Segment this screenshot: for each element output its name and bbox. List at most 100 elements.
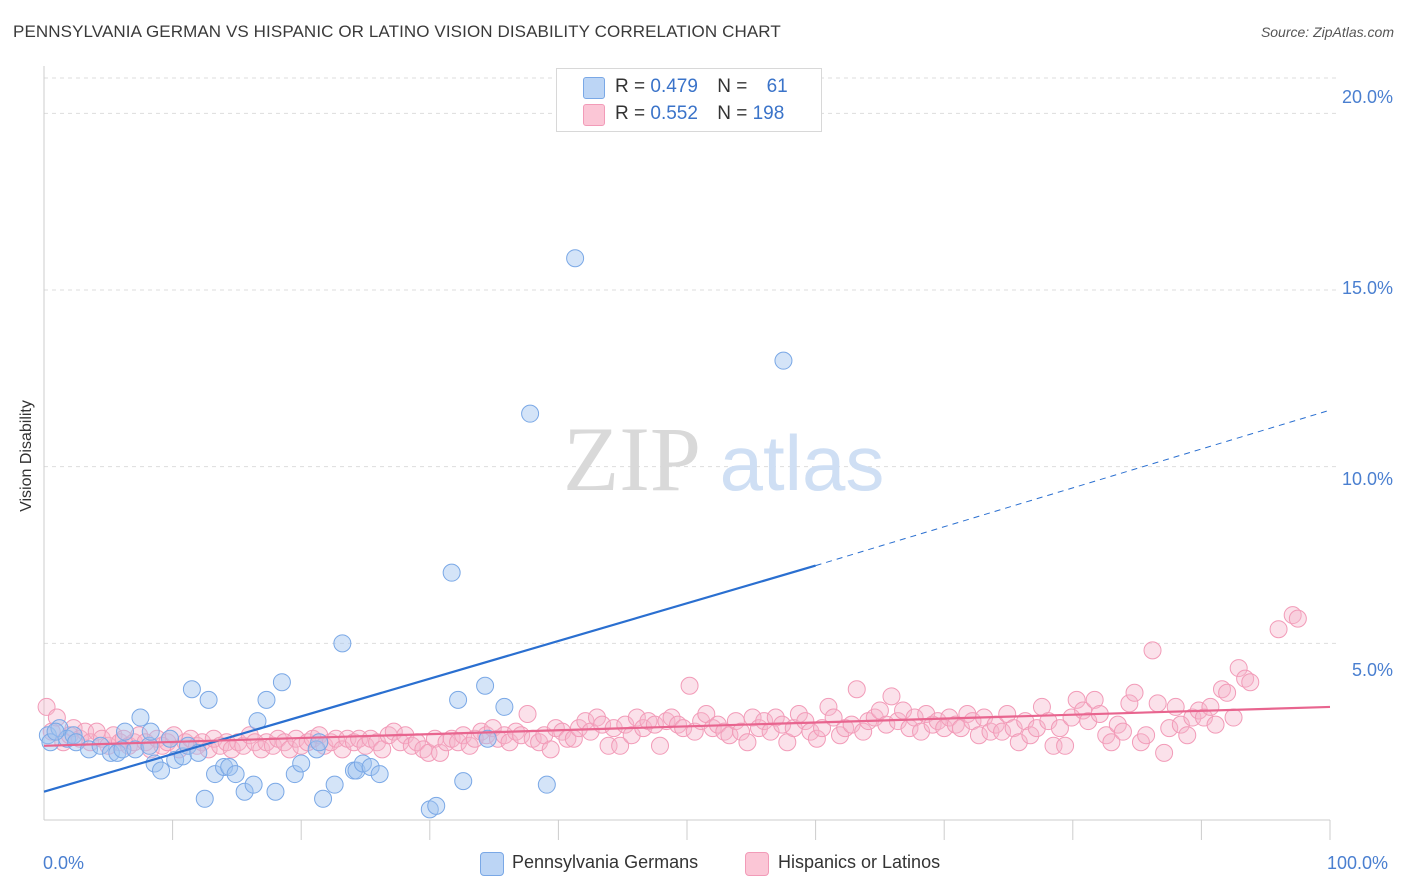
legend-swatch-blue [583, 77, 605, 99]
hispanic-point [1148, 694, 1167, 713]
hispanic-point [738, 733, 757, 752]
pa-german-point [195, 789, 214, 808]
hispanic-point [703, 719, 722, 738]
hispanic-point [674, 719, 693, 738]
hispanic-point [743, 708, 762, 727]
hispanic-point [1229, 659, 1248, 678]
hispanic-point [465, 729, 484, 748]
hispanic-point [854, 722, 873, 741]
pa-german-point [272, 673, 291, 692]
pa-german-point [141, 722, 160, 741]
trend-lines [43, 409, 1331, 793]
x-tick-min: 0.0% [43, 853, 85, 873]
hispanic-point [1143, 641, 1162, 660]
pa-german-trend-extension [815, 409, 1331, 567]
hispanic-point [1171, 715, 1190, 734]
pa-german-point [220, 758, 239, 776]
pa-german-point [113, 740, 132, 759]
hispanic-point [657, 712, 676, 731]
y-axis-label: Vision Disability [18, 400, 35, 512]
pa-german-point [126, 740, 145, 759]
legend-n-label-1: N = [717, 76, 748, 97]
y-tick-20: 20.0% [1341, 87, 1393, 107]
pa-german-point [361, 758, 380, 776]
hispanic-point [993, 722, 1012, 741]
hispanic-point [234, 736, 253, 755]
hispanic-point [1067, 690, 1086, 709]
hispanic-point [1206, 715, 1225, 734]
pa-german-point [333, 634, 352, 653]
hispanic-point [685, 722, 704, 741]
pa-german-point [566, 249, 585, 268]
hispanic-point [402, 736, 421, 755]
hispanic-point [847, 680, 866, 699]
hispanic-point [1009, 733, 1028, 752]
hispanic-point [680, 676, 699, 695]
hispanic-point [1283, 606, 1302, 625]
pa-german-point [774, 351, 793, 370]
hispanic-point [1102, 733, 1121, 752]
legend-row-2: R = 0.552 N = 198 [615, 103, 784, 125]
gridlines [44, 77, 1336, 644]
pa-german-point [46, 722, 65, 741]
hispanic-point [1004, 719, 1023, 738]
hispanic-point [64, 719, 83, 738]
hispanic-point [796, 712, 815, 731]
hispanic-point [819, 697, 838, 716]
pa-german-point [64, 726, 83, 745]
hispanic-point [882, 687, 901, 706]
hispanic-point [1056, 736, 1075, 755]
pa-german-point [285, 765, 304, 784]
pa-german-point [454, 772, 473, 791]
pa-german-point [476, 676, 495, 695]
hispanic-point [1218, 683, 1237, 702]
hispanic-point [1137, 726, 1156, 745]
legend-r-label-2: R = [615, 103, 646, 124]
pa-german-point [266, 782, 285, 801]
hispanic-point [912, 722, 931, 741]
legend-r-value-1: 0.479 [650, 76, 698, 97]
pa-german-trend-line [43, 564, 816, 793]
pa-german-point [347, 761, 366, 780]
pa-german-point [370, 765, 389, 784]
hispanic-point [1155, 743, 1174, 762]
hispanic-point [627, 708, 646, 727]
hispanic-point [1194, 708, 1213, 727]
hispanic-point [1085, 690, 1104, 709]
bottom-legend-series2: Hispanics or Latinos [778, 852, 941, 872]
axes [43, 66, 1331, 840]
stats-legend: R = 0.479 N = 61 R = 0.552 N = 198 [556, 68, 822, 132]
hispanic-point [755, 712, 774, 731]
y-tick-5: 5.0% [1351, 660, 1393, 680]
hispanic-point [1027, 719, 1046, 738]
pa-german-point [226, 765, 245, 784]
hispanic-point [1178, 726, 1197, 745]
hispanic-trend-line [43, 705, 1331, 747]
pa-german-point [182, 680, 201, 699]
pa-german-point [215, 758, 234, 776]
hispanic-point [1113, 722, 1132, 741]
hispanic-point [1021, 726, 1040, 745]
hispanic-point [569, 719, 588, 738]
hispanic-point [969, 726, 988, 745]
pa-german-point [495, 697, 514, 716]
hispanic-point [611, 736, 630, 755]
hispanic-point [1241, 673, 1260, 692]
hispanic-point [807, 729, 826, 748]
pa-german-point [244, 775, 263, 794]
hispanic-point [1288, 609, 1307, 628]
pa-german-point [91, 736, 110, 755]
legend-r-label-1: R = [615, 76, 646, 97]
bottom-legend-series1: Pennsylvania Germans [512, 852, 699, 872]
hispanic-point [1079, 712, 1098, 731]
pa-german-point [235, 782, 254, 801]
legend-r-value-2: 0.552 [650, 103, 698, 124]
pa-german-point [537, 775, 556, 794]
chart-title: PENNSYLVANIA GERMAN VS HISPANIC OR LATIN… [13, 22, 781, 41]
hispanic-point [1166, 697, 1185, 716]
hispanic-point [99, 736, 118, 755]
pa-german-point [478, 729, 497, 748]
hispanic-point [47, 708, 66, 727]
pa-german-point [257, 690, 276, 709]
